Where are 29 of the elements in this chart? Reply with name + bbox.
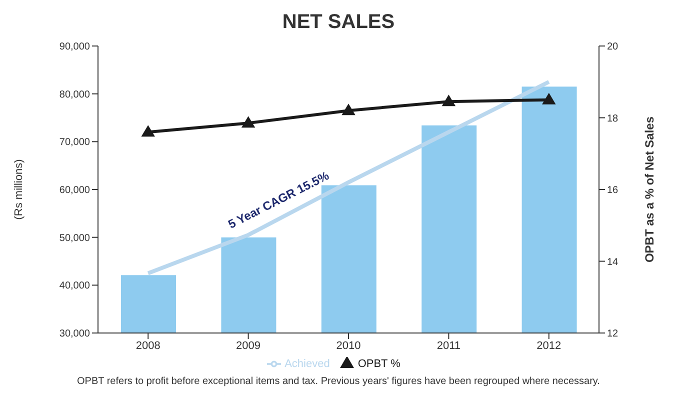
x-tick-label: 2008	[136, 340, 160, 352]
text: OPBT refers to profit before exceptional items and tax. Previous years' figures have been regrouped where necessary.	[76, 376, 601, 387]
y-tick-label: 70,000	[59, 137, 90, 148]
x-tick-label: 2011	[436, 340, 461, 352]
y2-tick-label: 18	[607, 113, 619, 124]
point	[242, 116, 255, 128]
chart-title: NET SALES	[281, 10, 396, 35]
point	[342, 104, 355, 116]
y2-tick-label: 16	[607, 185, 619, 196]
y-axis-title: (Rs millions)	[12, 159, 25, 220]
legend-label: Achieved	[284, 358, 330, 370]
line-series	[146, 80, 551, 276]
y-tick-label: 30,000	[59, 328, 90, 340]
y-tick-label: 60,000	[59, 185, 90, 196]
y-tick-label: 40,000	[59, 280, 90, 292]
y-tick-label: 90,000	[59, 42, 90, 53]
point	[442, 95, 456, 106]
y-tick-label: 80,000	[59, 89, 90, 100]
point	[142, 126, 155, 137]
y2-axis-title: OPBT as a % of Net Sales	[642, 116, 656, 263]
x-tick-label: 2009	[236, 340, 261, 352]
legend-label: OPBT %	[358, 358, 400, 370]
x-tick-label: 2010	[336, 340, 361, 352]
y2-tick-label: 12	[607, 328, 619, 340]
y-tick-label: 50,000	[59, 232, 90, 244]
y2-tick-label: 14	[607, 256, 619, 268]
x-tick-label: 2012	[536, 340, 562, 352]
y2-tick-label: 20	[607, 42, 619, 53]
point	[542, 93, 556, 104]
